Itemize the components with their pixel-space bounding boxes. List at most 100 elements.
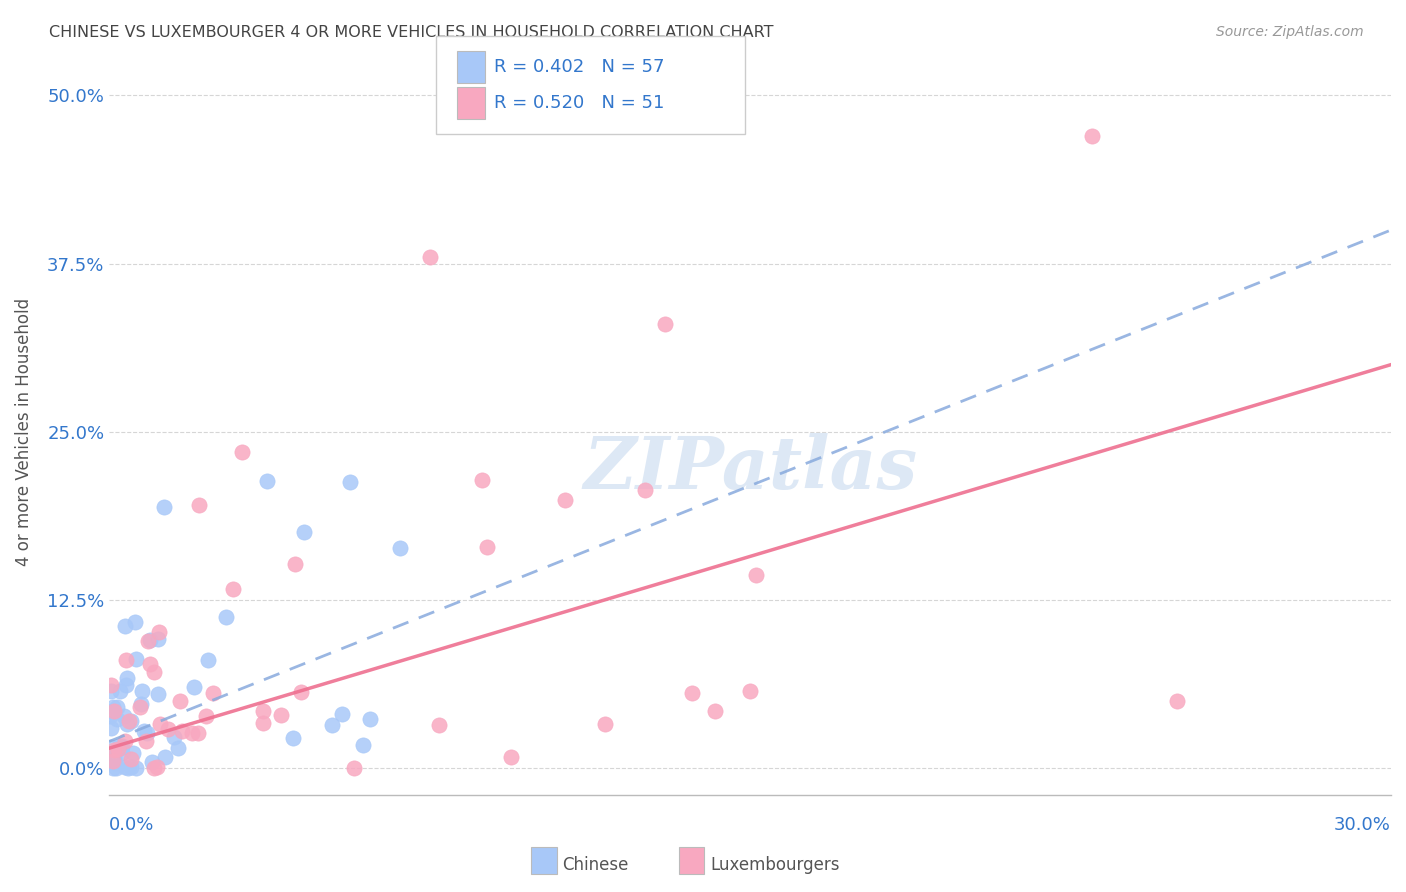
Point bbox=[120, 714, 142, 728]
Point bbox=[100, 678, 122, 692]
Point bbox=[1081, 128, 1104, 143]
Point bbox=[103, 743, 125, 757]
Point bbox=[110, 739, 132, 753]
Point bbox=[117, 761, 139, 775]
Point bbox=[155, 750, 177, 764]
Point bbox=[114, 709, 136, 723]
Point bbox=[188, 498, 211, 512]
Point bbox=[115, 678, 138, 692]
Point bbox=[634, 483, 657, 497]
Point bbox=[214, 609, 236, 624]
Point bbox=[100, 739, 122, 754]
Point bbox=[284, 557, 307, 571]
Point bbox=[195, 709, 218, 723]
Text: Chinese: Chinese bbox=[562, 856, 628, 874]
Point bbox=[148, 625, 170, 640]
Point bbox=[105, 700, 128, 714]
Text: Luxembourgers: Luxembourgers bbox=[710, 856, 839, 874]
Text: 30.0%: 30.0% bbox=[1334, 815, 1391, 833]
Point bbox=[427, 718, 450, 732]
Point bbox=[330, 706, 353, 721]
Point bbox=[1166, 694, 1188, 708]
Point bbox=[475, 540, 498, 554]
Point bbox=[163, 730, 186, 744]
Point bbox=[252, 704, 274, 718]
Point bbox=[101, 761, 124, 775]
Point bbox=[256, 475, 278, 489]
Point bbox=[134, 724, 156, 739]
Point bbox=[343, 761, 366, 775]
Point bbox=[221, 582, 243, 597]
Point bbox=[139, 632, 162, 647]
Point bbox=[115, 653, 138, 667]
Point bbox=[110, 747, 132, 761]
Point bbox=[703, 704, 725, 718]
Point bbox=[103, 751, 125, 765]
Point bbox=[146, 632, 169, 646]
Point bbox=[145, 760, 167, 774]
Point bbox=[100, 722, 122, 736]
Point bbox=[419, 250, 441, 264]
Text: CHINESE VS LUXEMBOURGER 4 OR MORE VEHICLES IN HOUSEHOLD CORRELATION CHART: CHINESE VS LUXEMBOURGER 4 OR MORE VEHICL… bbox=[49, 25, 773, 40]
Point bbox=[101, 700, 124, 714]
Point bbox=[101, 704, 124, 718]
Point bbox=[202, 686, 225, 700]
Point bbox=[114, 733, 136, 747]
Point bbox=[129, 697, 152, 711]
Point bbox=[197, 652, 219, 666]
Point bbox=[107, 741, 129, 756]
Point bbox=[740, 684, 762, 698]
Point bbox=[290, 685, 312, 699]
Point bbox=[471, 473, 494, 487]
Point bbox=[120, 752, 142, 766]
Point bbox=[180, 726, 202, 740]
Point bbox=[101, 747, 124, 761]
Point bbox=[283, 731, 305, 746]
Point bbox=[146, 687, 169, 701]
Point bbox=[142, 761, 165, 775]
Point bbox=[135, 726, 157, 740]
Point bbox=[100, 709, 122, 723]
Point bbox=[187, 726, 209, 740]
Point bbox=[98, 755, 121, 769]
Point bbox=[114, 760, 136, 774]
Point bbox=[103, 754, 125, 768]
Point bbox=[170, 723, 193, 738]
Point bbox=[270, 707, 292, 722]
Point bbox=[654, 318, 676, 332]
Point bbox=[131, 684, 153, 698]
Point bbox=[593, 716, 616, 731]
Point bbox=[110, 739, 132, 754]
Point bbox=[169, 694, 191, 708]
Point bbox=[108, 739, 131, 754]
Point bbox=[231, 444, 253, 458]
Point bbox=[142, 665, 165, 680]
Point bbox=[321, 718, 343, 732]
Point bbox=[745, 568, 768, 582]
Text: R = 0.402   N = 57: R = 0.402 N = 57 bbox=[494, 58, 664, 76]
Point bbox=[108, 740, 131, 755]
Point bbox=[124, 761, 146, 775]
Point bbox=[388, 541, 411, 555]
Point bbox=[141, 755, 163, 769]
Text: ZIPatlas: ZIPatlas bbox=[583, 433, 917, 504]
Point bbox=[359, 712, 381, 726]
Point bbox=[339, 475, 361, 489]
Point bbox=[128, 699, 150, 714]
Point bbox=[124, 652, 146, 666]
Point bbox=[104, 761, 127, 775]
Text: Source: ZipAtlas.com: Source: ZipAtlas.com bbox=[1216, 25, 1364, 39]
Point bbox=[135, 733, 157, 747]
Point bbox=[124, 615, 146, 630]
Point bbox=[120, 760, 142, 774]
Point bbox=[100, 683, 122, 698]
Point bbox=[115, 671, 138, 685]
Point bbox=[554, 493, 576, 508]
Point bbox=[681, 686, 703, 700]
Y-axis label: 4 or more Vehicles in Household: 4 or more Vehicles in Household bbox=[15, 298, 32, 566]
Text: 0.0%: 0.0% bbox=[110, 815, 155, 833]
Point bbox=[118, 714, 141, 728]
Point bbox=[149, 717, 172, 731]
Text: R = 0.520   N = 51: R = 0.520 N = 51 bbox=[494, 94, 664, 112]
Point bbox=[115, 716, 138, 731]
